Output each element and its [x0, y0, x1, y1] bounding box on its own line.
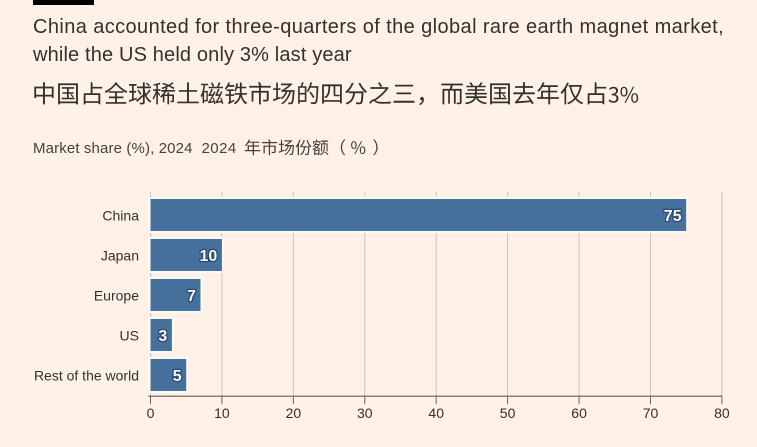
svg-text:70: 70 — [643, 405, 659, 421]
svg-text:Japan: Japan — [101, 247, 139, 263]
svg-text:US: US — [120, 327, 139, 343]
svg-text:China: China — [102, 207, 139, 223]
svg-text:3: 3 — [158, 328, 167, 345]
svg-text:7: 7 — [187, 288, 196, 305]
svg-text:80: 80 — [714, 405, 730, 421]
svg-text:10: 10 — [200, 248, 218, 265]
svg-text:20: 20 — [286, 405, 302, 421]
svg-text:75: 75 — [664, 208, 682, 225]
svg-text:Europe: Europe — [94, 287, 139, 303]
svg-text:40: 40 — [428, 405, 444, 421]
svg-text:30: 30 — [357, 405, 373, 421]
svg-text:10: 10 — [214, 405, 230, 421]
svg-text:5: 5 — [173, 368, 182, 385]
svg-text:0: 0 — [147, 405, 155, 421]
svg-text:60: 60 — [571, 405, 587, 421]
svg-text:50: 50 — [500, 405, 516, 421]
svg-text:Rest of the world: Rest of the world — [34, 367, 139, 383]
